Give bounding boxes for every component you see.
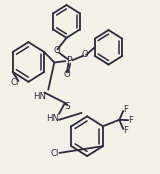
Text: HN: HN <box>47 114 60 123</box>
Text: Cl: Cl <box>11 78 19 87</box>
Text: F: F <box>123 126 128 135</box>
Text: O: O <box>54 46 60 55</box>
Text: P: P <box>66 56 72 65</box>
Text: O: O <box>63 70 70 78</box>
Text: Cl: Cl <box>50 149 59 159</box>
Text: HN: HN <box>33 92 46 101</box>
Text: S: S <box>64 102 70 111</box>
Text: F: F <box>128 116 133 125</box>
Text: O: O <box>81 50 88 59</box>
Text: F: F <box>123 105 128 114</box>
